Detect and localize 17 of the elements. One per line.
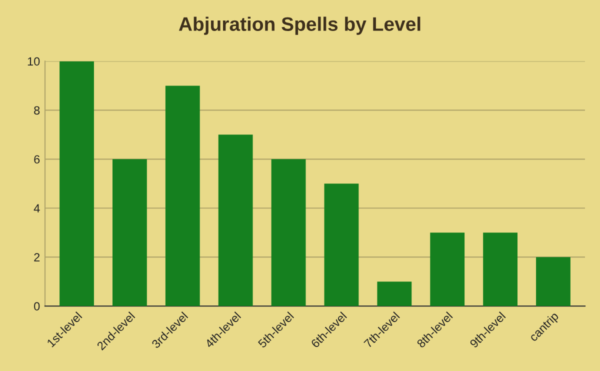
bar xyxy=(324,184,359,306)
bar xyxy=(112,159,147,306)
bar xyxy=(536,257,570,306)
bar xyxy=(483,232,518,306)
y-tick-label: 2 xyxy=(34,253,40,262)
y-tick-label: 10 xyxy=(28,57,40,66)
bar xyxy=(377,282,412,306)
chart-title: Abjuration Spells by Level xyxy=(178,16,420,35)
y-tick-label: 4 xyxy=(34,204,40,212)
bar xyxy=(218,134,253,306)
bar xyxy=(60,61,94,306)
y-tick-label: 6 xyxy=(34,155,40,164)
y-tick-label: 8 xyxy=(34,106,40,115)
bar xyxy=(165,86,200,306)
bar xyxy=(271,159,306,306)
y-tick-label: 0 xyxy=(34,302,40,310)
bar xyxy=(430,232,465,306)
